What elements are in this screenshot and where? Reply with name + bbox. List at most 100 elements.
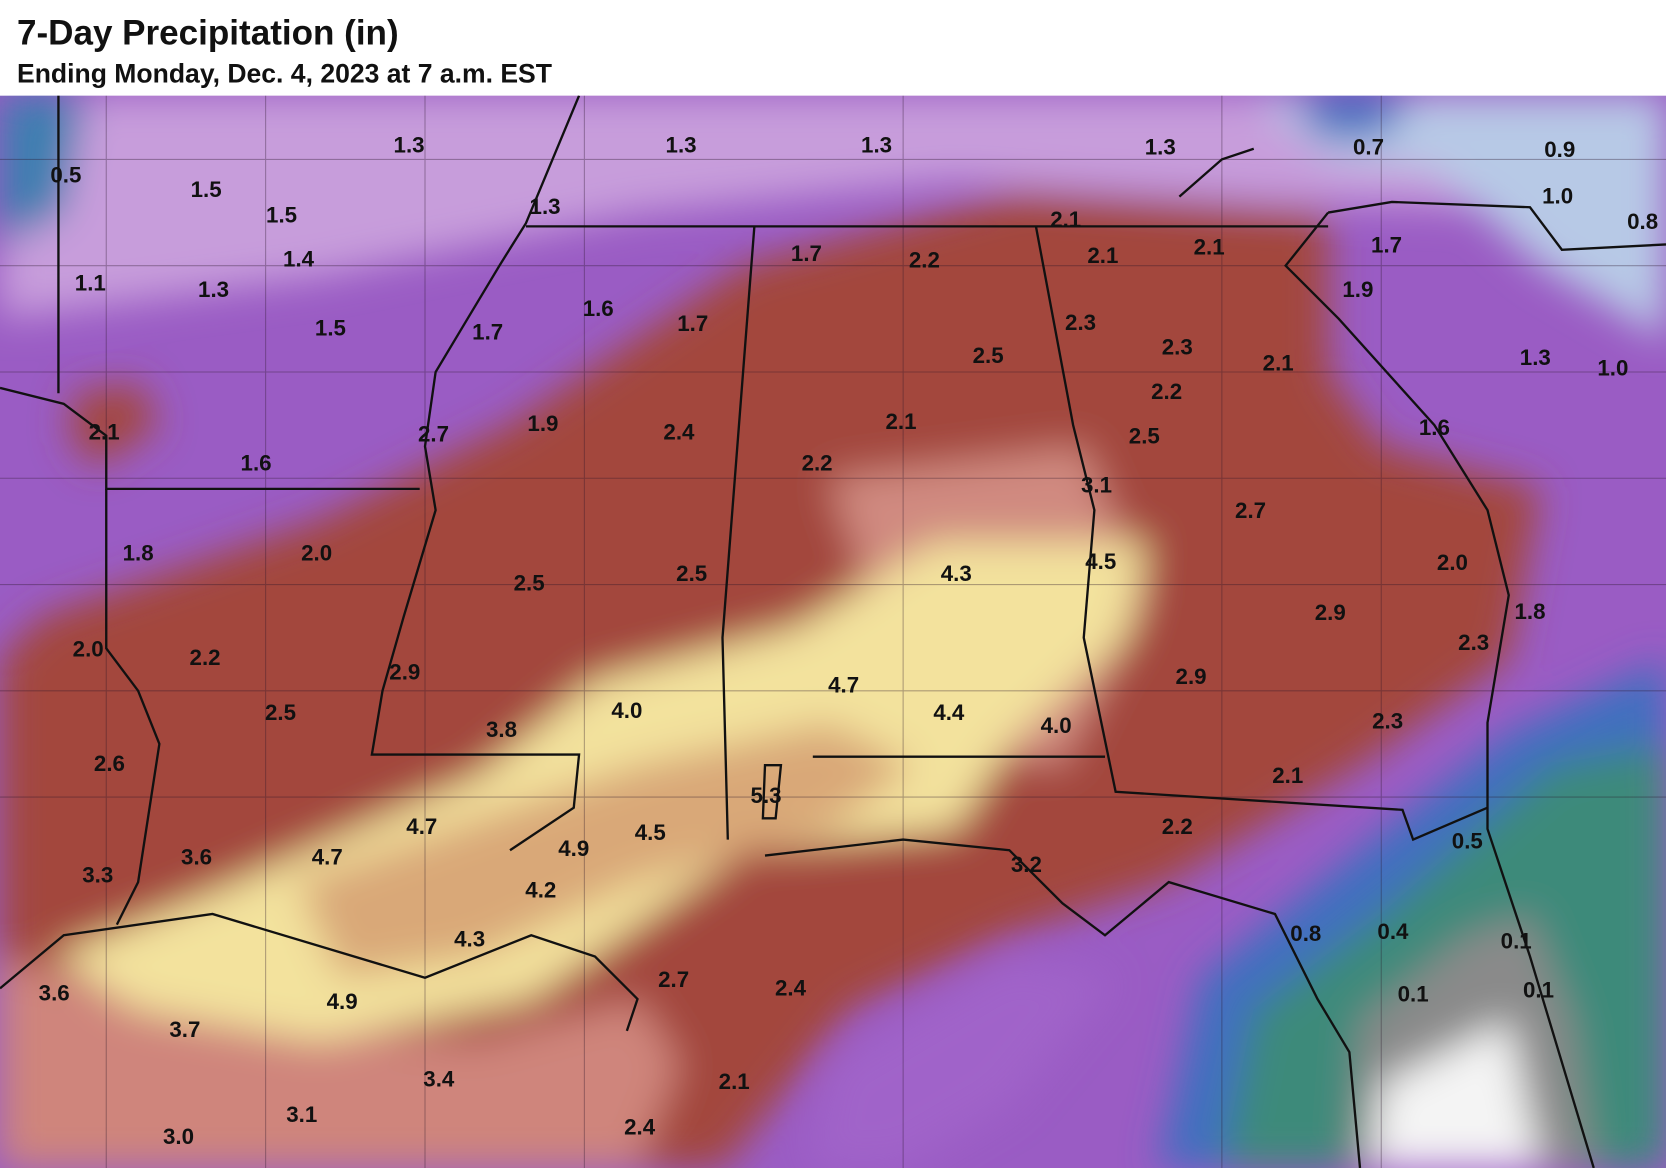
precip-label: 1.6 <box>583 296 614 321</box>
precip-label: 2.1 <box>1194 235 1225 260</box>
header-bg <box>0 0 1666 96</box>
precip-label: 3.0 <box>163 1124 194 1149</box>
precip-label: 4.5 <box>635 820 666 845</box>
precip-label: 1.7 <box>472 320 503 345</box>
precip-label: 2.5 <box>676 561 707 586</box>
shade-white <box>1370 1020 1541 1168</box>
precip-label: 3.7 <box>169 1017 200 1042</box>
map-subtitle: Ending Monday, Dec. 4, 2023 at 7 a.m. ES… <box>17 58 552 88</box>
precip-label: 3.1 <box>1081 473 1112 498</box>
precip-label: 1.4 <box>283 246 315 271</box>
precip-label: 1.6 <box>1419 415 1450 440</box>
precip-label: 4.3 <box>454 926 485 951</box>
border <box>721 226 756 840</box>
precip-label: 4.7 <box>406 814 437 839</box>
precip-label: 0.5 <box>50 162 81 187</box>
precip-label: 2.1 <box>1087 243 1118 268</box>
precip-label: 0.1 <box>1501 929 1532 954</box>
precip-label: 5.3 <box>751 783 782 808</box>
precip-label: 0.8 <box>1290 921 1321 946</box>
border <box>1178 147 1666 251</box>
shade-blue <box>0 95 85 245</box>
value-labels: 1.3 1.3 1.3 1.3 0.7 0.9 0.5 1.5 1.5 1.3 2.1 1.0 0.8 1… <box>39 133 1658 1150</box>
precip-label: 1.3 <box>1520 345 1551 370</box>
shade-brown <box>69 382 160 468</box>
precip-label: 1.7 <box>791 241 822 266</box>
precip-label: 3.1 <box>286 1102 317 1127</box>
precip-label: 0.4 <box>1377 919 1409 944</box>
precip-label: 0.8 <box>1627 209 1658 234</box>
precip-label: 2.0 <box>1437 550 1468 575</box>
bay <box>761 764 783 820</box>
state-borders <box>0 95 1666 1168</box>
precip-label: 4.9 <box>327 989 358 1014</box>
precip-label: 1.0 <box>1542 184 1573 209</box>
precip-label: 2.1 <box>1272 763 1303 788</box>
precip-label: 1.8 <box>1515 599 1546 624</box>
precip-label: 1.9 <box>1342 277 1373 302</box>
precip-label: 4.7 <box>312 845 343 870</box>
precip-label: 2.9 <box>389 660 420 685</box>
precip-label: 1.0 <box>1597 356 1628 381</box>
precip-label: 0.1 <box>1523 977 1554 1002</box>
precip-label: 2.0 <box>301 541 332 566</box>
precip-label: 0.7 <box>1353 135 1384 160</box>
coastline <box>0 838 1362 1168</box>
precip-label: 2.1 <box>1263 350 1294 375</box>
shade-light <box>0 95 1666 319</box>
precip-label: 1.3 <box>394 133 425 158</box>
precip-label: 1.5 <box>315 315 346 340</box>
precip-label: 2.3 <box>1162 334 1193 359</box>
precip-label: 3.6 <box>181 845 212 870</box>
shade-purple <box>807 956 1116 1168</box>
precip-label: 1.5 <box>191 177 222 202</box>
precip-label: 2.9 <box>1176 664 1207 689</box>
precip-label: 2.5 <box>514 570 545 595</box>
precip-label: 2.1 <box>719 1069 750 1094</box>
precip-label: 4.0 <box>1041 713 1072 738</box>
precip-label: 4.7 <box>828 672 859 697</box>
precip-label: 2.1 <box>886 409 917 434</box>
precip-label: 2.3 <box>1372 709 1403 734</box>
precip-label: 2.0 <box>73 636 104 661</box>
precip-label: 1.1 <box>75 271 106 296</box>
precip-label: 2.7 <box>418 422 449 447</box>
precip-label: 2.5 <box>265 700 296 725</box>
shade-blobs <box>0 95 1666 1168</box>
shade-blue-light <box>1253 95 1666 341</box>
border <box>0 386 420 491</box>
map-title: 7-Day Precipitation (in) <box>17 13 399 52</box>
border <box>1034 226 1488 842</box>
precip-label: 2.2 <box>190 645 221 670</box>
precip-label: 4.3 <box>941 561 972 586</box>
shade-blue <box>1296 95 1414 139</box>
precip-label: 4.5 <box>1085 549 1116 574</box>
precip-label: 2.1 <box>1050 207 1081 232</box>
precip-label: 2.7 <box>1235 498 1266 523</box>
precip-label: 2.2 <box>909 247 940 272</box>
precip-label: 2.4 <box>663 420 695 445</box>
border <box>370 95 581 852</box>
precip-label: 3.8 <box>486 717 517 742</box>
precip-label: 4.4 <box>933 700 965 725</box>
precip-label: 2.4 <box>775 975 807 1000</box>
precip-label: 4.0 <box>611 698 642 723</box>
precip-label: 4.2 <box>525 878 556 903</box>
precip-label: 1.3 <box>861 133 892 158</box>
precip-label: 2.2 <box>1151 379 1182 404</box>
precip-label: 2.4 <box>624 1115 656 1140</box>
precip-label: 1.7 <box>677 311 708 336</box>
precip-label: 2.2 <box>802 450 833 475</box>
shading: 1.3 1.3 1.3 1.3 0.7 0.9 0.5 1.5 1.5 1.3 2.1 1.0 0.8 1… <box>0 95 1666 1168</box>
precip-label: 2.6 <box>94 751 125 776</box>
precip-label: 1.3 <box>1145 135 1176 160</box>
precip-label: 2.7 <box>658 967 689 992</box>
precip-label: 1.3 <box>530 194 561 219</box>
precip-label: 1.9 <box>527 411 558 436</box>
precip-label: 1.6 <box>241 450 272 475</box>
precip-label: 4.9 <box>558 836 589 861</box>
precip-label: 3.4 <box>423 1067 455 1092</box>
precip-label: 3.2 <box>1011 852 1042 877</box>
